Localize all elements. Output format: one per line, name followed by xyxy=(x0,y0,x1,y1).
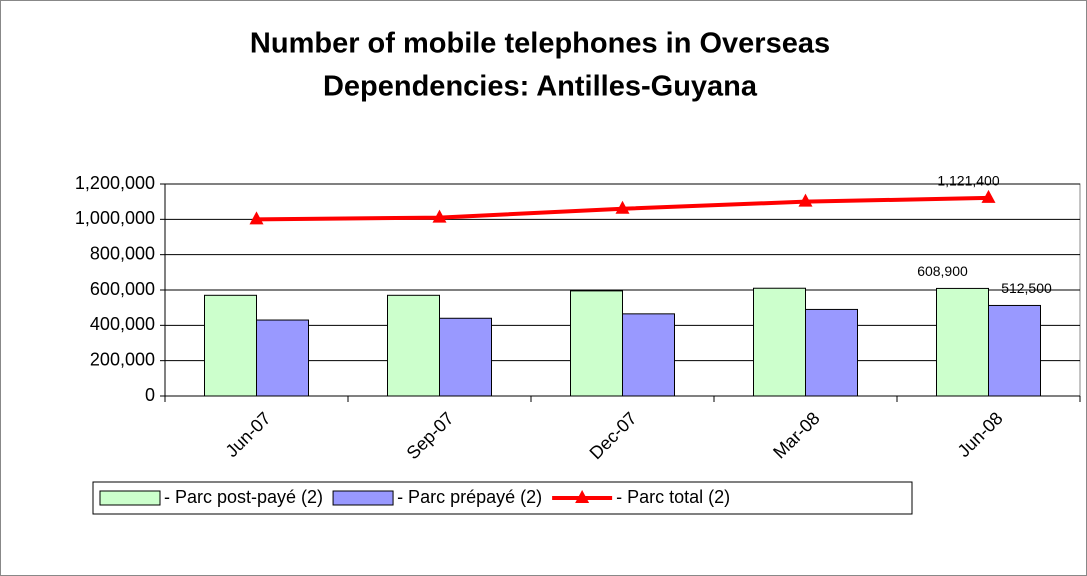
bar xyxy=(936,287,989,397)
line-marker xyxy=(249,211,264,225)
bar xyxy=(805,308,858,397)
y-tick-label: 600,000 xyxy=(90,279,155,299)
bar xyxy=(204,294,257,397)
bar xyxy=(439,317,492,397)
data-label: 512,500 xyxy=(1001,280,1052,296)
legend-swatch xyxy=(332,490,394,506)
y-tick-label: 0 xyxy=(145,385,155,405)
bar xyxy=(256,319,309,397)
legend-swatch xyxy=(99,490,161,506)
line-marker xyxy=(981,189,996,203)
legend-label: - Parc prépayé (2) xyxy=(397,487,542,507)
bar xyxy=(988,304,1041,397)
bar xyxy=(753,287,806,397)
chart-subtitle: Dependencies: Antilles-Guyana xyxy=(323,71,758,103)
line-marker xyxy=(798,193,813,207)
y-tick-label: 200,000 xyxy=(90,349,155,369)
y-tick-label: 1,200,000 xyxy=(75,173,155,193)
legend-box xyxy=(92,481,913,515)
chart-title: Number of mobile telephones in Overseas xyxy=(250,28,830,60)
legend-label: - Parc total (2) xyxy=(616,487,730,507)
bar xyxy=(570,290,623,397)
line-marker xyxy=(615,200,630,214)
legend-label: - Parc post-payé (2) xyxy=(164,487,323,507)
y-tick-label: 400,000 xyxy=(90,314,155,334)
bar xyxy=(622,313,675,397)
y-tick-label: 1,000,000 xyxy=(75,208,155,228)
y-tick-label: 800,000 xyxy=(90,243,155,263)
bar xyxy=(387,294,440,397)
data-label: 1,121,400 xyxy=(937,173,999,189)
line-marker xyxy=(432,209,447,223)
data-label: 608,900 xyxy=(917,263,968,279)
legend-swatch xyxy=(575,490,590,503)
